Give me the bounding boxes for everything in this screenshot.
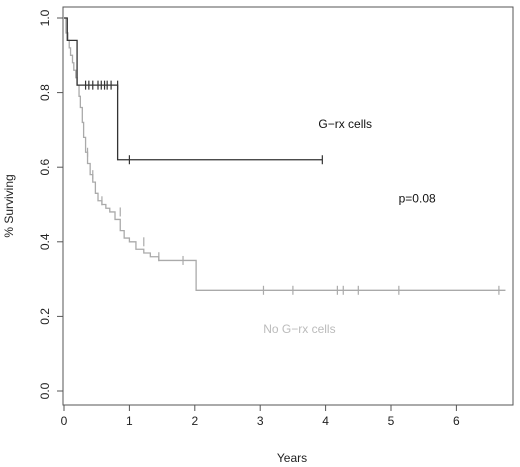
survival-curve (64, 17, 323, 161)
chart-annotation: No G−rx cells (263, 322, 335, 336)
chart-annotation: p=0.08 (399, 192, 436, 206)
x-tick-label: 4 (322, 414, 329, 428)
x-tick-label: 0 (61, 414, 68, 428)
y-tick-label: 0.2 (38, 308, 52, 325)
chart-annotation: G−rx cells (318, 117, 372, 131)
annotation-layer: G−rx cells p=0.08 No G−rx cells (263, 117, 436, 336)
y-tick-label: 0.0 (38, 382, 52, 399)
y-axis-title: % Surviving (2, 174, 16, 237)
x-tick-label: 6 (453, 414, 460, 428)
y-tick-label: 0.8 (38, 84, 52, 101)
x-tick-label: 1 (126, 414, 133, 428)
series-layer (64, 17, 506, 295)
plot-frame (62, 6, 514, 406)
x-tick-label: 5 (388, 414, 395, 428)
x-tick-label: 2 (191, 414, 198, 428)
y-tick-label: 0.4 (38, 233, 52, 250)
y-tick-label: 0.6 (38, 159, 52, 176)
y-tick-label: 1.0 (38, 9, 52, 26)
x-tick-label: 3 (257, 414, 264, 428)
survival-curve (64, 17, 506, 291)
x-axis: 0 1 2 3 4 5 6 (61, 405, 460, 428)
y-axis: 0.0 0.2 0.4 0.6 0.8 1.0 (38, 9, 63, 399)
x-axis-title: Years (277, 451, 307, 465)
